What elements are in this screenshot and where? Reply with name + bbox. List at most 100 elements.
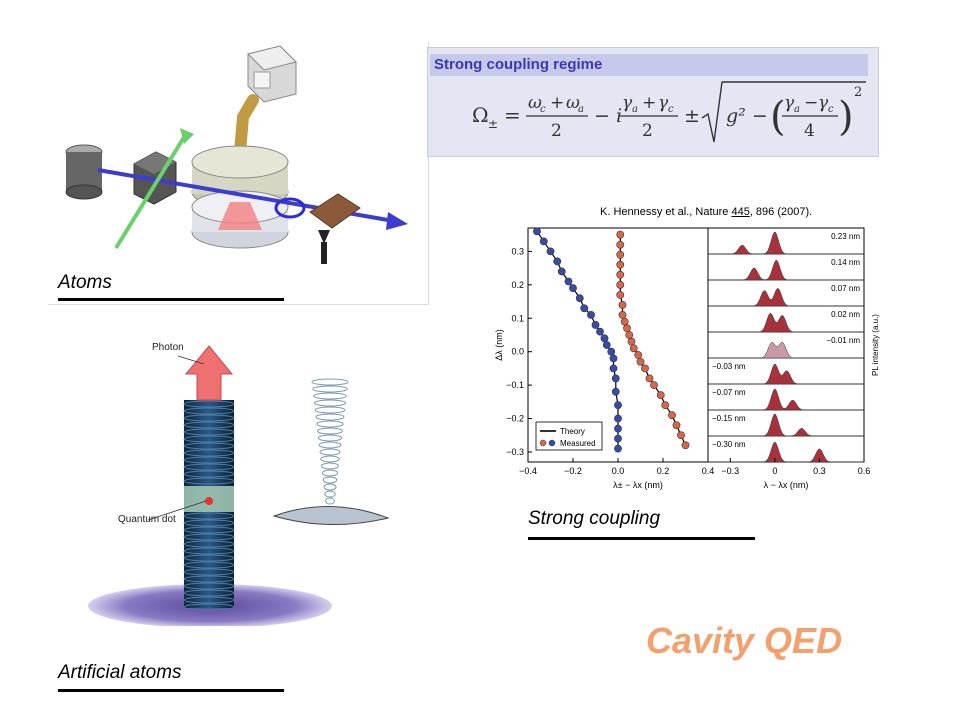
measured-point-2 bbox=[627, 337, 636, 346]
pl-spectrum-5 bbox=[708, 341, 864, 359]
pillar-layer-ring bbox=[183, 603, 235, 611]
y-tick-label: 0.3 bbox=[511, 246, 524, 256]
field-ring bbox=[317, 427, 343, 435]
measured-point-2 bbox=[616, 270, 625, 279]
measured-point-1 bbox=[611, 374, 620, 383]
formula-den1: 2 bbox=[551, 121, 562, 141]
formula-square: 2 bbox=[854, 85, 862, 100]
formula-heading-bar: Strong coupling regime bbox=[430, 54, 868, 76]
strong-coupling-underline bbox=[528, 537, 755, 540]
measured-point-1 bbox=[602, 341, 611, 349]
legend-box bbox=[535, 421, 603, 451]
pillar-layer-ring bbox=[183, 589, 235, 597]
trace-label: 0.14 nm bbox=[831, 258, 860, 267]
right-x-axis-label: λ − λx (nm) bbox=[764, 480, 809, 490]
field-base bbox=[272, 505, 390, 526]
artificial-atoms-underline bbox=[58, 689, 284, 692]
formula-box: Strong coupling regime Ω ± = ω c + ω a 2… bbox=[427, 47, 879, 157]
pillar-layer-ring bbox=[183, 470, 235, 478]
pillar-layer-ring bbox=[183, 414, 235, 422]
field-ring bbox=[312, 385, 348, 393]
formula-omega: Ω bbox=[472, 103, 489, 127]
micropillar-panel: Photon Quantum dot bbox=[86, 336, 396, 628]
micropillar-illustration bbox=[88, 345, 390, 628]
measured-point-1 bbox=[609, 364, 618, 373]
coupling-chart: −0.4 −0.2 0.0 0.2 0.4 0.3 0.2 0.1 0.0 −0.1 −0.2 −0.… bbox=[490, 224, 888, 498]
measured-point-1 bbox=[553, 257, 562, 266]
trace-label: 0.02 nm bbox=[831, 310, 860, 319]
measured-point-2 bbox=[616, 250, 625, 259]
right-x-tick-label: −0.3 bbox=[721, 466, 739, 476]
measured-point-2 bbox=[672, 421, 681, 430]
strong-coupling-formula: Ω ± = ω c + ω a 2 − i γ a + γ c 2 ± g² − bbox=[472, 81, 866, 143]
x-tick-label: 0.4 bbox=[702, 466, 715, 476]
pillar-layer-ring bbox=[183, 540, 235, 548]
measured-point-1 bbox=[539, 237, 548, 246]
formula-den2: 2 bbox=[642, 121, 653, 141]
field-ring bbox=[320, 455, 340, 463]
y-tick-label: 0.1 bbox=[511, 313, 524, 323]
svg-text:): ) bbox=[838, 94, 854, 140]
y-tick-label: 0.2 bbox=[511, 280, 524, 290]
pillar-layer-ring bbox=[183, 568, 235, 576]
right-x-tick-label: 0.3 bbox=[813, 466, 826, 476]
pillar-layer-ring bbox=[183, 435, 235, 443]
field-ring bbox=[321, 469, 339, 477]
measured-point-2 bbox=[616, 280, 625, 289]
trace-label: 0.23 nm bbox=[831, 232, 860, 241]
photon-label: Photon bbox=[152, 342, 184, 353]
formula-minus3: − bbox=[804, 93, 818, 113]
measured-point-1 bbox=[607, 347, 616, 356]
field-ring bbox=[323, 483, 337, 491]
reference-volume: 445 bbox=[731, 206, 750, 218]
y-tick-label: −0.1 bbox=[506, 380, 524, 390]
field-ring bbox=[322, 476, 338, 484]
pillar-layer-ring bbox=[183, 596, 235, 604]
pillar-layer-ring bbox=[183, 512, 235, 520]
measured-point-1 bbox=[591, 321, 600, 329]
formula-num1a: ω bbox=[528, 93, 542, 113]
pillar-layer-ring bbox=[183, 547, 235, 555]
trace-label: −0.01 nm bbox=[826, 336, 860, 345]
y-tick-label: −0.2 bbox=[506, 414, 524, 424]
x-tick-label: 0.2 bbox=[657, 466, 670, 476]
measured-point-1 bbox=[533, 227, 541, 236]
measured-point-2 bbox=[616, 260, 625, 269]
formula-num1a-sub: c bbox=[540, 104, 546, 115]
measured-point-2 bbox=[681, 441, 690, 450]
pl-spectrum-9 bbox=[708, 442, 864, 463]
trace-label: −0.30 nm bbox=[712, 440, 746, 449]
measured-point-2 bbox=[634, 351, 643, 359]
measured-point-2 bbox=[656, 391, 665, 400]
reference-suffix: , 896 (2007). bbox=[749, 206, 813, 218]
trace-label: −0.03 nm bbox=[712, 362, 746, 371]
measured-point-2 bbox=[677, 431, 685, 440]
pillar-layer-ring bbox=[183, 575, 235, 583]
measured-point-2 bbox=[618, 311, 627, 319]
field-ring bbox=[315, 413, 345, 421]
pillar-layer-ring bbox=[183, 526, 235, 534]
measured-point-1 bbox=[546, 247, 555, 256]
formula-plus2: + bbox=[642, 93, 656, 113]
pillar-layer-ring bbox=[183, 463, 235, 471]
pillar-layer-ring bbox=[183, 477, 235, 485]
measured-point-2 bbox=[616, 240, 625, 249]
field-ring bbox=[316, 420, 344, 428]
pillar-layer-ring bbox=[183, 449, 235, 457]
legend-measured-label: Measured bbox=[560, 439, 596, 448]
measured-point-2 bbox=[616, 290, 625, 299]
measured-point-2 bbox=[661, 401, 670, 410]
pillar-layer-ring bbox=[183, 456, 235, 464]
field-ring bbox=[321, 462, 339, 470]
measured-point-1 bbox=[611, 387, 620, 396]
strong-coupling-caption: Strong coupling bbox=[528, 508, 661, 529]
formula-num3a-sub: a bbox=[794, 104, 800, 115]
formula-num3b: γ bbox=[818, 93, 829, 113]
pl-spectrum-4 bbox=[708, 312, 864, 333]
measured-point-2 bbox=[616, 230, 625, 239]
atoms-caption-underline bbox=[58, 298, 284, 301]
quantum-dot-label: Quantum dot bbox=[118, 514, 176, 525]
pl-spectrum-8 bbox=[708, 413, 864, 437]
field-ring bbox=[317, 434, 343, 442]
pillar-layer-ring bbox=[183, 400, 235, 408]
